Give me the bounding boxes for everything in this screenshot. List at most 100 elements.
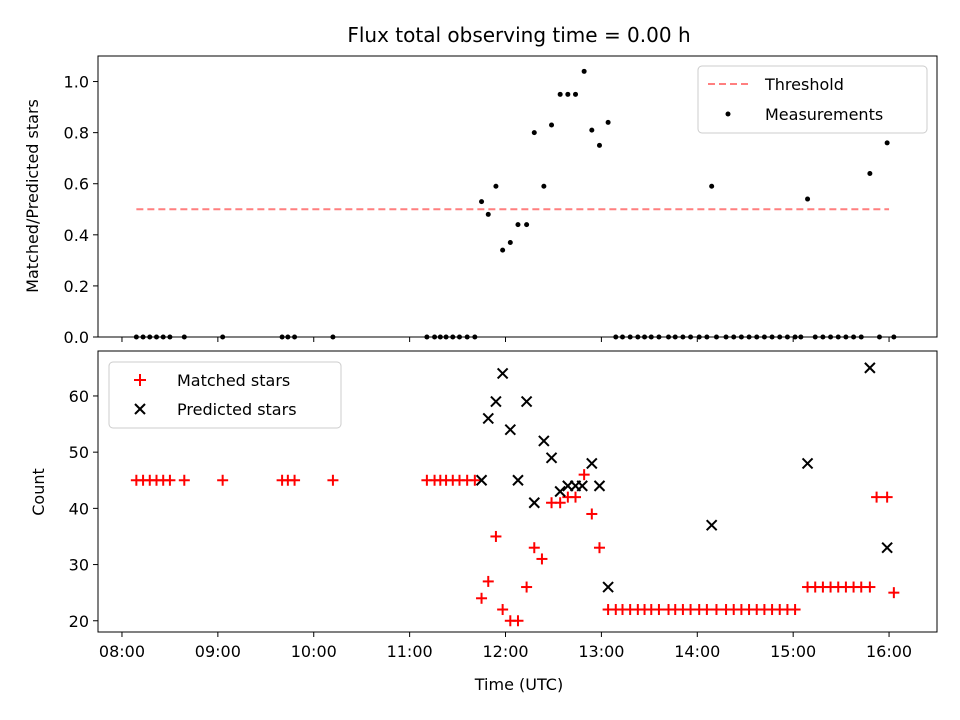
- top-x-ticks: [121, 337, 890, 342]
- measurement-point: [867, 171, 873, 177]
- count-series-group: [130, 362, 900, 627]
- top-y-ticks: 0.0 0.2 0.4 0.6 0.8 1.0: [64, 73, 98, 347]
- x-tick-label: 15:00: [770, 642, 816, 661]
- matched-star-point: [864, 581, 876, 593]
- bottom-x-ticks: 08:00 09:00 10:00 11:00 12:00 13:00 14:00 15:00…: [99, 632, 912, 661]
- predicted-star-point: [554, 485, 566, 498]
- predicted-star-point: [482, 412, 494, 425]
- measurement-point: [573, 91, 579, 97]
- legend-predicted-label: Predicted stars: [177, 400, 297, 419]
- top-panel: 0.0 0.2 0.4 0.6 0.8 1.0 Matched/Predicted sta…: [23, 55, 938, 347]
- legend-measurements-swatch: [725, 111, 731, 117]
- measurement-point: [541, 183, 547, 189]
- matched-star-point: [653, 604, 665, 616]
- x-tick-label: 09:00: [195, 642, 241, 661]
- matched-star-point: [570, 491, 582, 503]
- x-axis-label: Time (UTC): [474, 675, 563, 694]
- measurement-point: [549, 122, 555, 128]
- legend-threshold-label: Threshold: [764, 75, 844, 94]
- top-y-tick-label: 0.4: [64, 226, 89, 245]
- predicted-star-point: [864, 362, 876, 374]
- bottom-y-tick-label: 20: [69, 612, 89, 631]
- predicted-star-point: [538, 435, 550, 447]
- measurement-point: [589, 127, 595, 133]
- predicted-star-point: [545, 452, 558, 464]
- top-y-tick-label: 0.6: [64, 175, 89, 194]
- matched-star-point: [476, 592, 488, 604]
- bottom-legend-box: [108, 361, 342, 429]
- x-tick-label: 08:00: [99, 642, 145, 661]
- bottom-y-tick-label: 50: [69, 443, 89, 462]
- x-tick-label: 11:00: [387, 642, 433, 661]
- matched-star-point: [497, 604, 509, 616]
- measurement-point: [805, 196, 811, 202]
- legend-measurements-label: Measurements: [765, 105, 883, 124]
- predicted-star-point: [586, 457, 598, 470]
- matched-star-point: [881, 491, 893, 503]
- legend-matched-swatch: [134, 374, 146, 386]
- matched-star-point: [701, 604, 713, 616]
- measurement-point: [507, 239, 513, 245]
- top-y-tick-label: 0.8: [64, 124, 89, 143]
- measurement-point: [557, 91, 563, 97]
- matched-star-point: [871, 491, 883, 503]
- x-tick-label: 10:00: [291, 642, 337, 661]
- measurement-point: [565, 91, 571, 97]
- top-y-tick-label: 0.2: [64, 277, 89, 296]
- bottom-y-tick-label: 60: [69, 387, 89, 406]
- bottom-panel: 08:00 09:00 10:00 11:00 12:00 13:00 14:00 15:00…: [29, 350, 938, 694]
- bottom-plot-frame: [97, 350, 938, 633]
- top-legend: Threshold Measurements: [697, 65, 928, 134]
- matched-star-point: [789, 604, 801, 616]
- bottom-legend: Matched stars Predicted stars: [108, 361, 342, 429]
- measurement-point: [596, 142, 602, 148]
- matched-star-point: [554, 497, 566, 509]
- measurement-point: [479, 199, 485, 205]
- matched-star-point: [586, 508, 598, 520]
- predicted-star-point: [593, 480, 606, 492]
- matched-star-point: [888, 587, 900, 599]
- matched-star-point: [521, 581, 533, 593]
- matched-star-point: [469, 474, 481, 486]
- bottom-y-ticks: 20 30 40 50 60: [69, 387, 98, 631]
- measurement-point: [485, 211, 491, 217]
- predicted-star-point: [881, 541, 893, 554]
- legend-matched-label: Matched stars: [177, 371, 290, 390]
- bottom-y-tick-label: 30: [69, 556, 89, 575]
- predicted-star-point: [602, 581, 614, 593]
- bottom-y-axis-label: Count: [29, 468, 48, 516]
- matched-star-point: [710, 604, 722, 616]
- measurement-point: [500, 247, 506, 253]
- matched-star-point: [512, 615, 524, 627]
- matched-star-point: [178, 474, 190, 486]
- matched-star-point: [164, 474, 176, 486]
- top-plot-frame: [97, 55, 938, 338]
- predicted-star-point: [475, 474, 488, 486]
- predicted-star-point: [801, 457, 814, 470]
- matched-star-point: [528, 542, 540, 554]
- top-legend-box: [697, 65, 928, 134]
- matched-star-point: [536, 553, 548, 565]
- x-tick-label: 13:00: [578, 642, 624, 661]
- x-tick-label: 12:00: [482, 642, 528, 661]
- predicted-star-point: [520, 395, 533, 408]
- predicted-star-point: [496, 367, 509, 380]
- bottom-y-tick-label: 40: [69, 499, 89, 518]
- top-y-axis-label: Matched/Predicted stars: [23, 99, 42, 293]
- legend-predicted-swatch: [134, 403, 146, 415]
- top-y-tick-label: 1.0: [64, 73, 89, 92]
- matched-star-point: [327, 474, 339, 486]
- matched-star-point: [490, 530, 502, 542]
- measurement-point: [884, 140, 890, 146]
- matched-star-point: [593, 542, 605, 554]
- matched-star-point: [217, 474, 229, 486]
- measurement-point: [531, 130, 537, 136]
- chart-title: Flux total observing time = 0.00 h: [347, 23, 690, 47]
- measurement-point: [515, 222, 521, 228]
- predicted-star-point: [528, 497, 540, 509]
- matched-star-point: [289, 474, 301, 486]
- measurement-point: [605, 119, 611, 125]
- top-y-tick-label: 0.0: [64, 328, 89, 347]
- matched-star-point: [578, 469, 590, 481]
